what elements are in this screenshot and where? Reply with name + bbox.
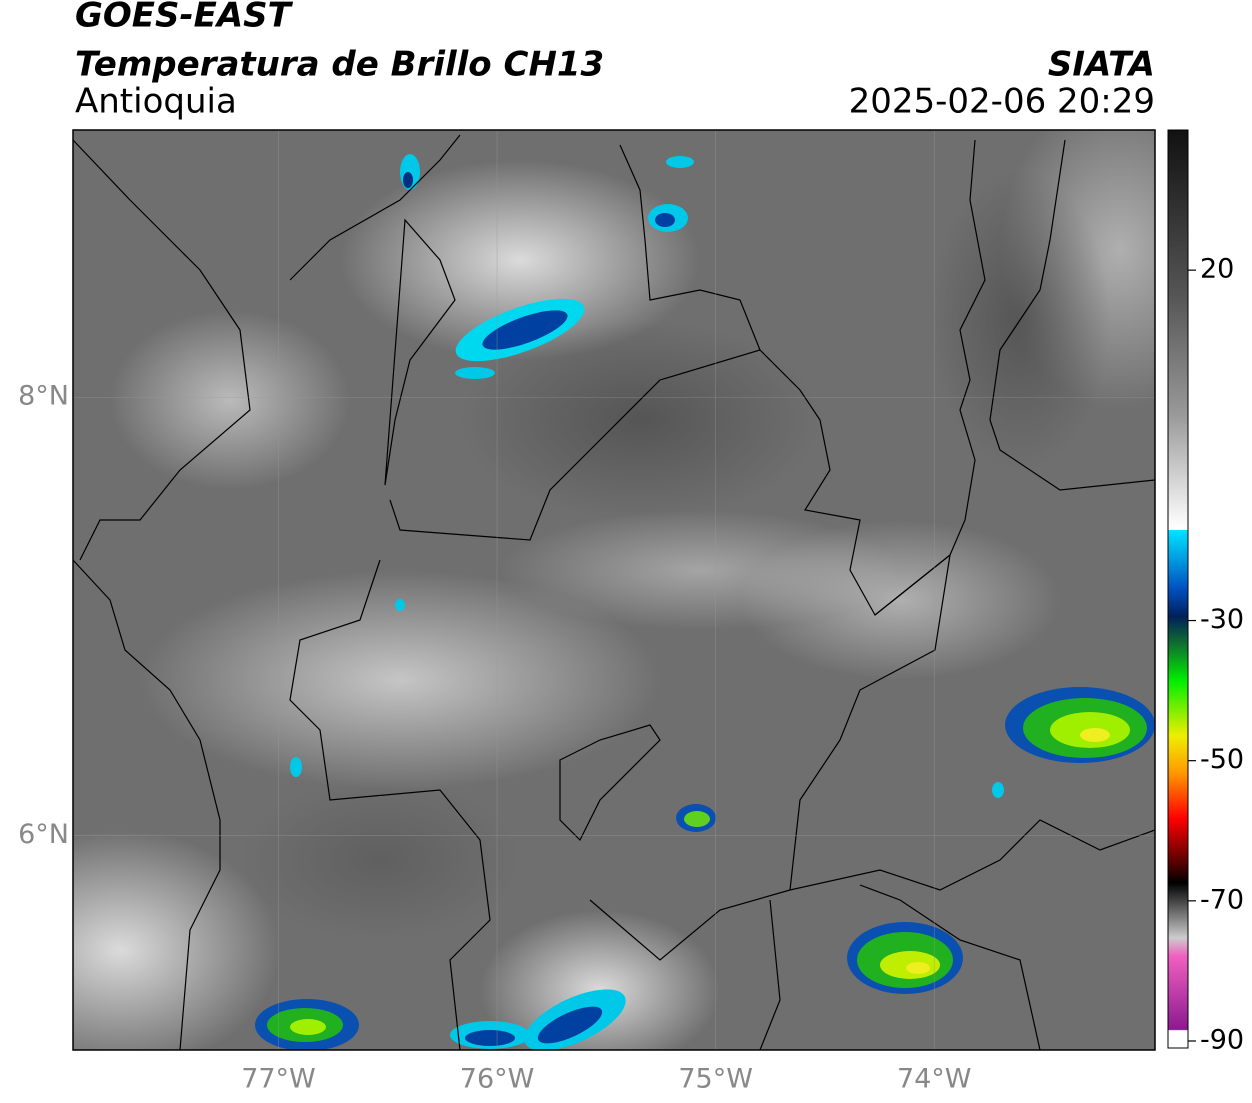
colorbar-tick-label: -90 bbox=[1200, 1024, 1244, 1055]
map-frame bbox=[72, 129, 1156, 1051]
imagery bbox=[73, 130, 1155, 1050]
colorbar-tick-label: -70 bbox=[1200, 884, 1244, 915]
lat-tick-label: 8°N bbox=[18, 381, 69, 412]
lon-tick-label: 77°W bbox=[241, 1064, 316, 1095]
lat-tick-label: 6°N bbox=[18, 819, 69, 850]
colorbar bbox=[1167, 129, 1189, 1049]
lon-tick-label: 74°W bbox=[897, 1064, 972, 1095]
agency: SIATA bbox=[1048, 45, 1155, 85]
convective-cells bbox=[255, 154, 1155, 1050]
lon-tick-label: 76°W bbox=[460, 1064, 535, 1095]
lon-tick-label: 75°W bbox=[678, 1064, 753, 1095]
colorbar-tick-label: 20 bbox=[1200, 254, 1234, 285]
subtitle: Temperatura de Brillo CH13 bbox=[75, 45, 604, 85]
borders bbox=[73, 134, 1155, 1050]
datetime: 2025-02-06 20:29 bbox=[849, 82, 1155, 122]
title: GOES-EAST bbox=[75, 0, 294, 36]
region: Antioquia bbox=[75, 82, 237, 122]
colorbar-tick-label: -50 bbox=[1200, 744, 1244, 775]
colorbar-tick-label: -30 bbox=[1200, 604, 1244, 635]
